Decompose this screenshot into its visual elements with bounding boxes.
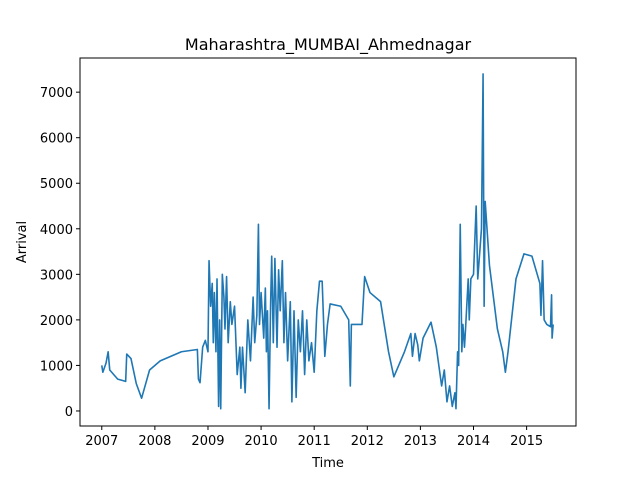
chart-title: Maharashtra_MUMBAI_Ahmednagar bbox=[185, 35, 472, 55]
y-tick-label: 1000 bbox=[40, 359, 73, 374]
y-tick-label: 3000 bbox=[40, 268, 73, 283]
y-tick-label: 7000 bbox=[40, 86, 73, 101]
x-tick-label: 2013 bbox=[404, 434, 437, 449]
x-tick-label: 2010 bbox=[245, 434, 278, 449]
x-tick-label: 2014 bbox=[457, 434, 490, 449]
x-tick-label: 2008 bbox=[138, 434, 171, 449]
y-tick-label: 4000 bbox=[40, 223, 73, 238]
x-axis-label: Time bbox=[311, 456, 344, 471]
data-line bbox=[100, 73, 554, 410]
x-tick-label: 2015 bbox=[510, 434, 543, 449]
plot-frame bbox=[79, 57, 577, 427]
y-tick-label: 6000 bbox=[40, 132, 73, 147]
y-tick-label: 5000 bbox=[40, 177, 73, 192]
y-tick-label: 0 bbox=[65, 405, 73, 420]
x-tick-label: 2012 bbox=[351, 434, 384, 449]
x-tick-label: 2011 bbox=[298, 434, 331, 449]
y-tick-label: 2000 bbox=[40, 314, 73, 329]
x-tick-label: 2007 bbox=[85, 434, 118, 449]
y-axis-label: Arrival bbox=[15, 221, 30, 263]
x-tick-label: 2009 bbox=[191, 434, 224, 449]
